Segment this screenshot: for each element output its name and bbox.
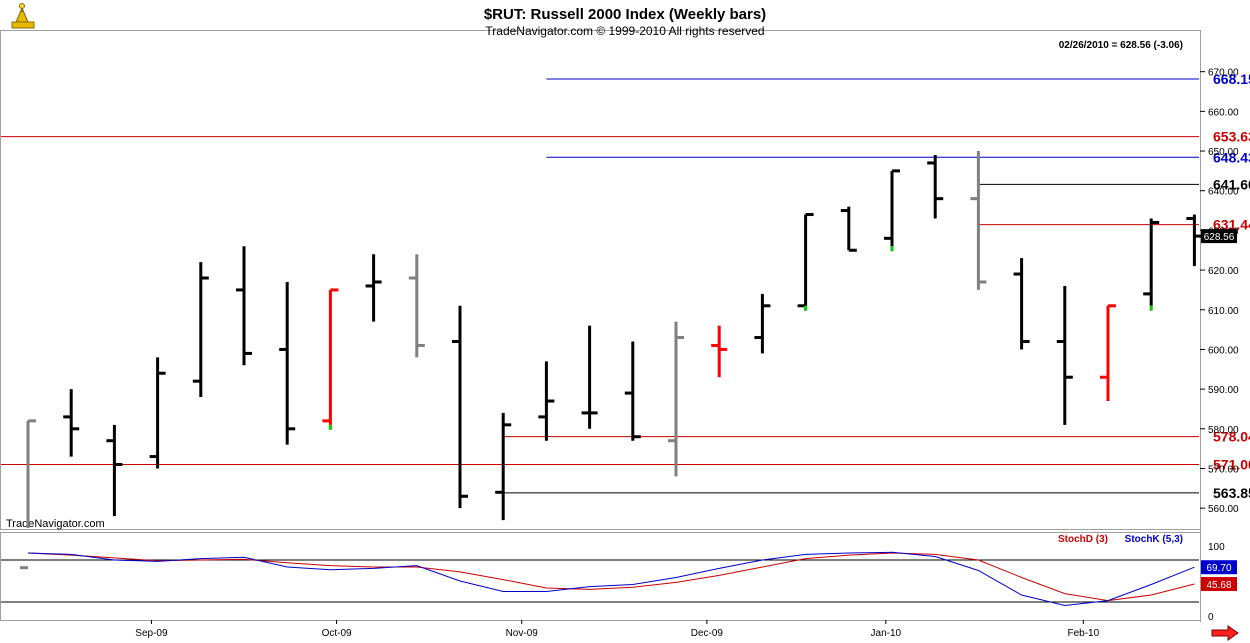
level-label: 631.44 [1213,217,1250,233]
level-label: 653.63 [1213,129,1250,145]
stochd-value-label: 45.68 [1206,580,1231,591]
stochk-legend: StochK (5,3) [1125,534,1183,545]
stochd-value-box [1201,577,1237,592]
y-tick-label: 650.00 [1208,147,1239,158]
x-tick-label: Sep-09 [135,628,168,639]
level-label: 578.04 [1213,429,1250,445]
stoch-y-tick-label: 100 [1208,542,1225,553]
stochastic-panel-frame [0,532,1201,621]
x-tick-label: Nov-09 [506,628,539,639]
y-tick-label: 570.00 [1208,464,1239,475]
chart-subtitle: TradeNavigator.com © 1999-2010 All right… [485,24,764,38]
level-label: 563.85 [1213,485,1250,501]
scroll-right-arrow-icon[interactable] [1211,625,1239,641]
stochk-value-box [1201,560,1237,575]
level-label: 571.00 [1213,457,1250,473]
watermark-label: TradeNavigator.com [6,518,105,530]
y-tick-label: 600.00 [1208,345,1239,356]
chart-title: $RUT: Russell 2000 Index (Weekly bars) [484,6,766,23]
y-tick-label: 620.00 [1208,266,1239,277]
trade-navigator-logo [11,3,35,29]
y-tick-label: 610.00 [1208,306,1239,317]
last-price-box [1201,229,1237,244]
y-tick-label: 640.00 [1208,187,1239,198]
level-label: 641.60 [1213,176,1250,192]
y-tick-label: 580.00 [1208,425,1239,436]
level-label: 668.15 [1213,71,1250,87]
x-tick-label: Feb-10 [1067,628,1099,639]
x-tick-label: Jan-10 [871,628,902,639]
x-axis-strip [0,622,1250,643]
y-tick-label: 590.00 [1208,385,1239,396]
stochk-line [27,551,1195,607]
x-tick-label: Dec-09 [691,628,724,639]
y-tick-label: 660.00 [1208,107,1239,118]
y-tick-label: 670.00 [1208,68,1239,79]
stochk-value-label: 69.70 [1206,563,1231,574]
stoch-y-tick-label: 0 [1208,612,1214,623]
last-quote-label: 02/26/2010 = 628.56 (-3.06) [1059,40,1183,51]
y-tick-label: 560.00 [1208,504,1239,515]
last-price-label: 628.56 [1204,232,1235,243]
x-tick-label: Oct-09 [322,628,352,639]
level-label: 648.43 [1213,149,1250,165]
stochd-line [27,552,1195,602]
stochd-legend: StochD (3) [1058,534,1108,545]
